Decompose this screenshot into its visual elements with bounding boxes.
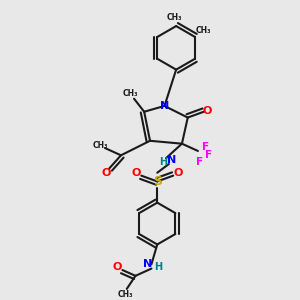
Text: O: O [203, 106, 212, 116]
Text: O: O [101, 168, 110, 178]
Text: CH₃: CH₃ [118, 290, 133, 299]
Text: CH₃: CH₃ [92, 141, 108, 150]
Text: O: O [132, 168, 141, 178]
Text: N: N [160, 101, 169, 111]
Text: N: N [167, 155, 176, 165]
Text: F: F [202, 142, 210, 152]
Text: O: O [113, 262, 122, 272]
Text: S: S [153, 175, 162, 188]
Text: H: H [154, 262, 162, 272]
Text: CH₃: CH₃ [195, 26, 211, 35]
Text: N: N [143, 259, 153, 269]
Text: CH₃: CH₃ [167, 14, 182, 22]
Text: H: H [160, 157, 168, 167]
Text: O: O [173, 168, 183, 178]
Text: CH₃: CH₃ [122, 89, 138, 98]
Text: F: F [196, 157, 203, 167]
Text: F: F [206, 150, 212, 160]
